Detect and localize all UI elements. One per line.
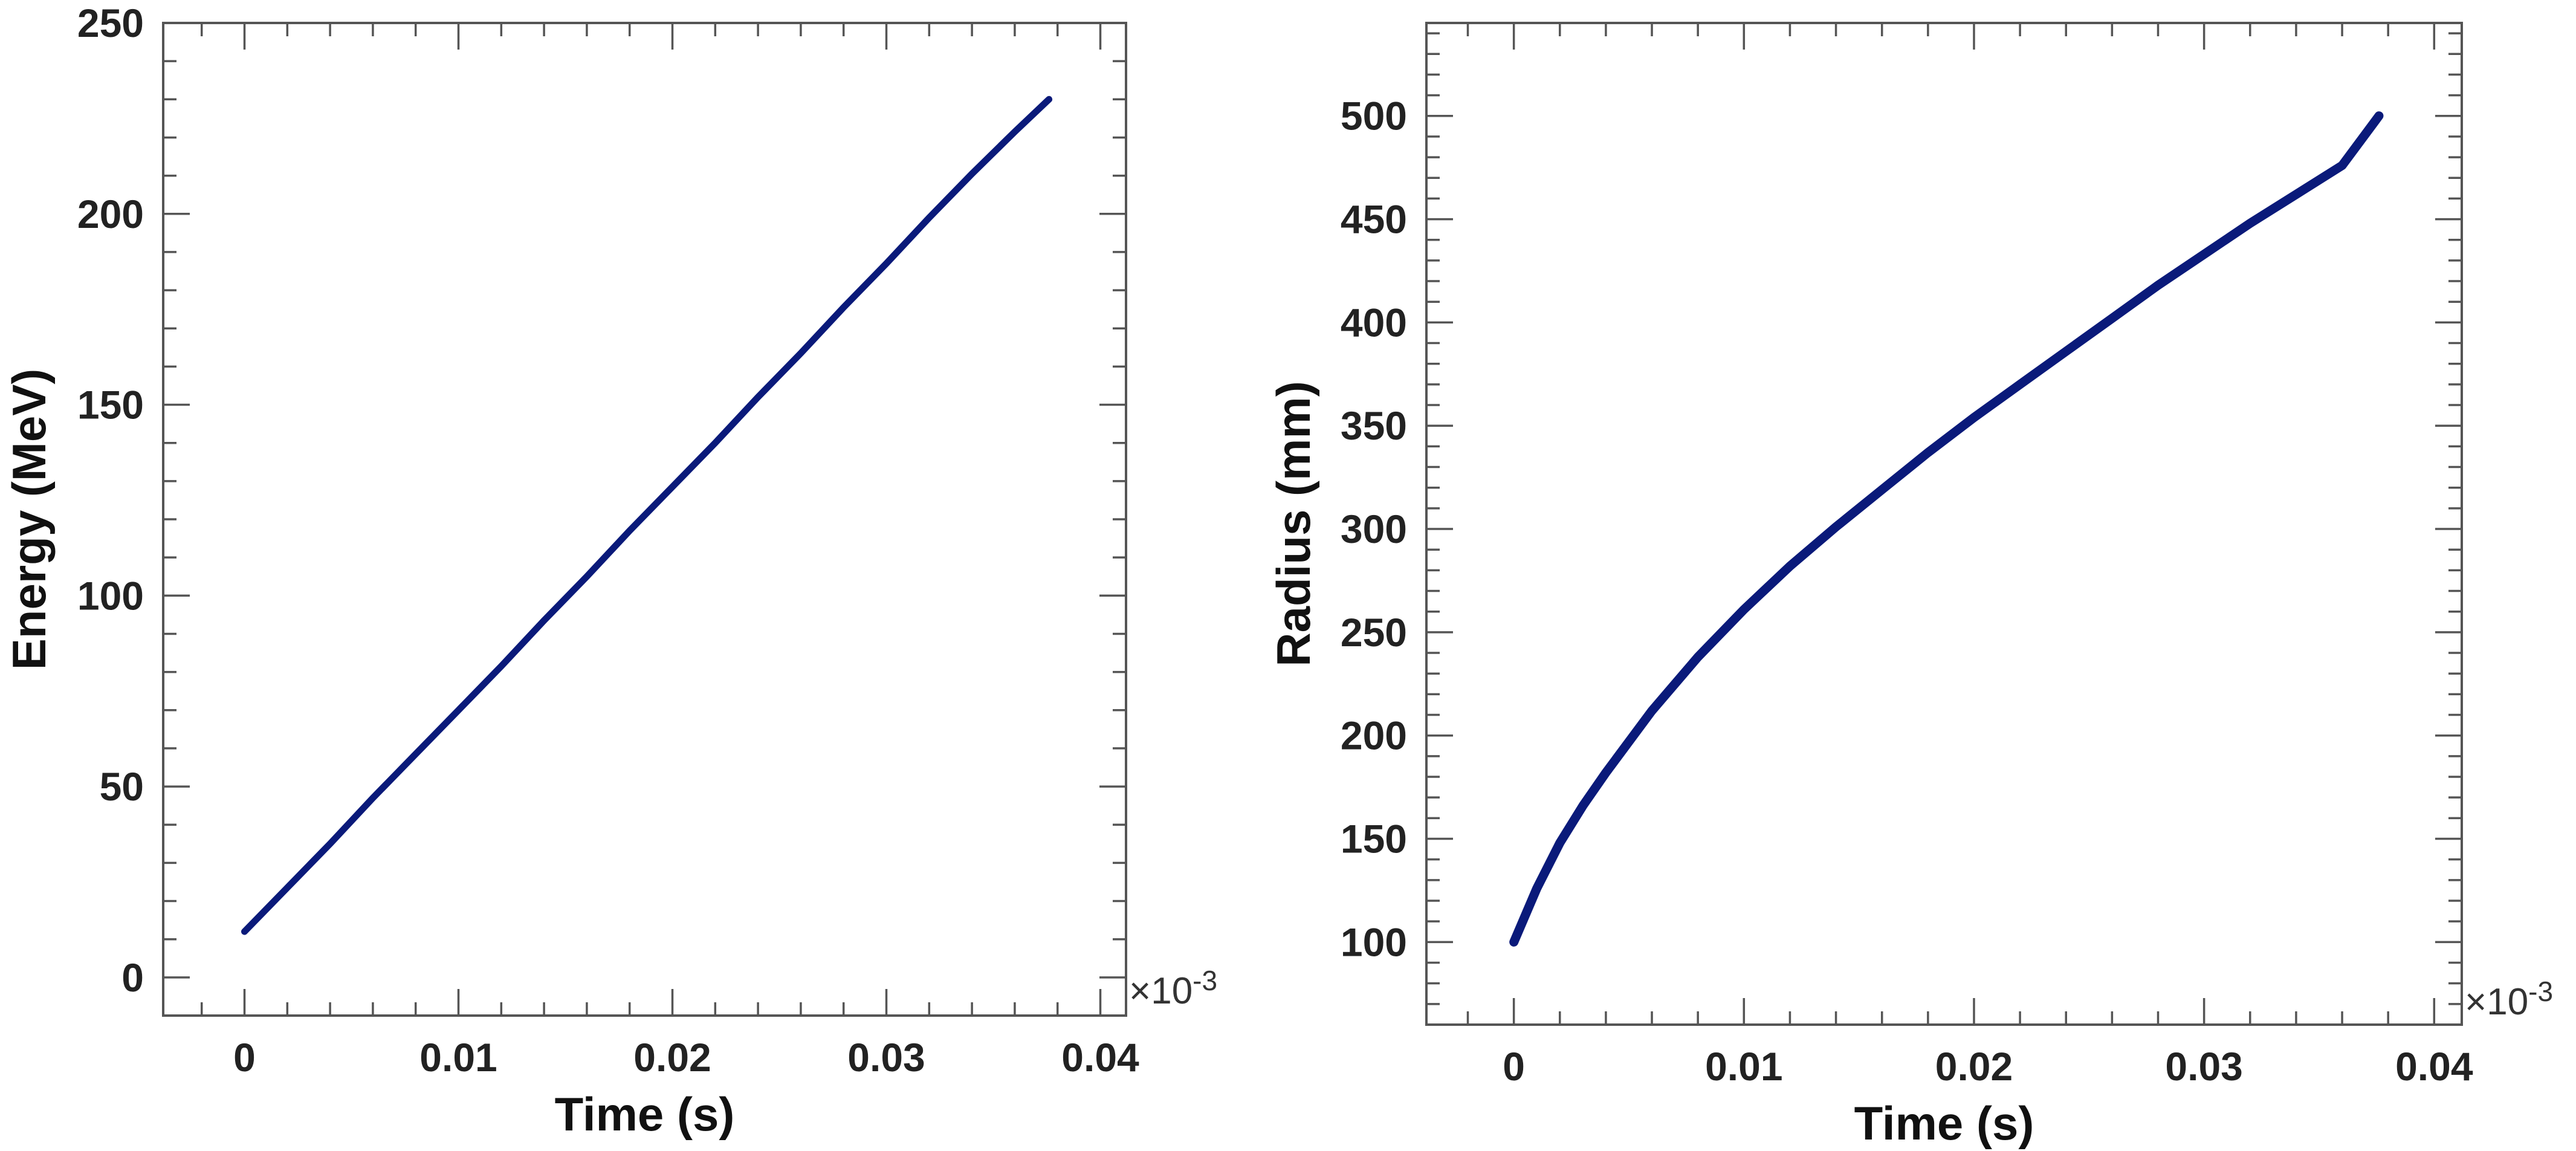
y-tick-label: 150 xyxy=(77,383,144,427)
y-tick-label: 500 xyxy=(1341,94,1407,138)
radius-vs-time-chart: 0 0.01 0.02 0.03 0.04 100 150 200 250 300 350 400 45… xyxy=(1267,22,2553,1150)
y-tick-label: 100 xyxy=(77,573,144,618)
series-line xyxy=(1509,111,2384,947)
y-axis-label: Energy (MeV) xyxy=(2,369,56,670)
x-tick-label: 0 xyxy=(1503,1044,1525,1089)
y-tick-label: 100 xyxy=(1341,919,1407,964)
x-tick-label: 0.03 xyxy=(847,1035,925,1080)
y-tick-label: 300 xyxy=(1341,507,1407,551)
series-line xyxy=(241,96,1053,935)
x-tick-label: 0.03 xyxy=(2165,1044,2242,1089)
x-tick-label: 0.01 xyxy=(419,1035,497,1080)
y-tick-label: 200 xyxy=(1341,713,1407,758)
y-tick-label: 150 xyxy=(1341,817,1407,861)
y-tick-label: 250 xyxy=(1341,610,1407,655)
y-tick-label: 400 xyxy=(1341,300,1407,345)
y-tick-label: 0 xyxy=(121,955,144,1000)
y-tick-label: 350 xyxy=(1341,403,1407,448)
y-tick-label: 50 xyxy=(100,764,144,809)
x-tick-label: 0.02 xyxy=(1935,1044,2013,1089)
x-tick-label: 0.02 xyxy=(633,1035,711,1080)
x-tick-label: 0.04 xyxy=(1061,1035,1139,1080)
x-axis-exponent: ×10-3 xyxy=(1129,965,1217,1012)
y-axis-label: Radius (mm) xyxy=(1267,381,1320,666)
x-tick-label: 0 xyxy=(233,1035,256,1080)
energy-vs-time-chart: 0 0.01 0.02 0.03 0.04 0 50 100 150 200 250 Time (s)… xyxy=(2,1,1217,1141)
x-tick-label: 0.04 xyxy=(2395,1044,2473,1089)
x-tick-label: 0.01 xyxy=(1705,1044,1782,1089)
y-tick-label: 200 xyxy=(77,192,144,236)
y-tick-label: 250 xyxy=(77,1,144,45)
x-axis-label: Time (s) xyxy=(555,1088,735,1141)
x-axis-exponent: ×10-3 xyxy=(2465,976,2553,1023)
x-axis-label: Time (s) xyxy=(1854,1097,2034,1150)
plot-frame xyxy=(1425,22,2463,1026)
y-tick-label: 450 xyxy=(1341,197,1407,242)
